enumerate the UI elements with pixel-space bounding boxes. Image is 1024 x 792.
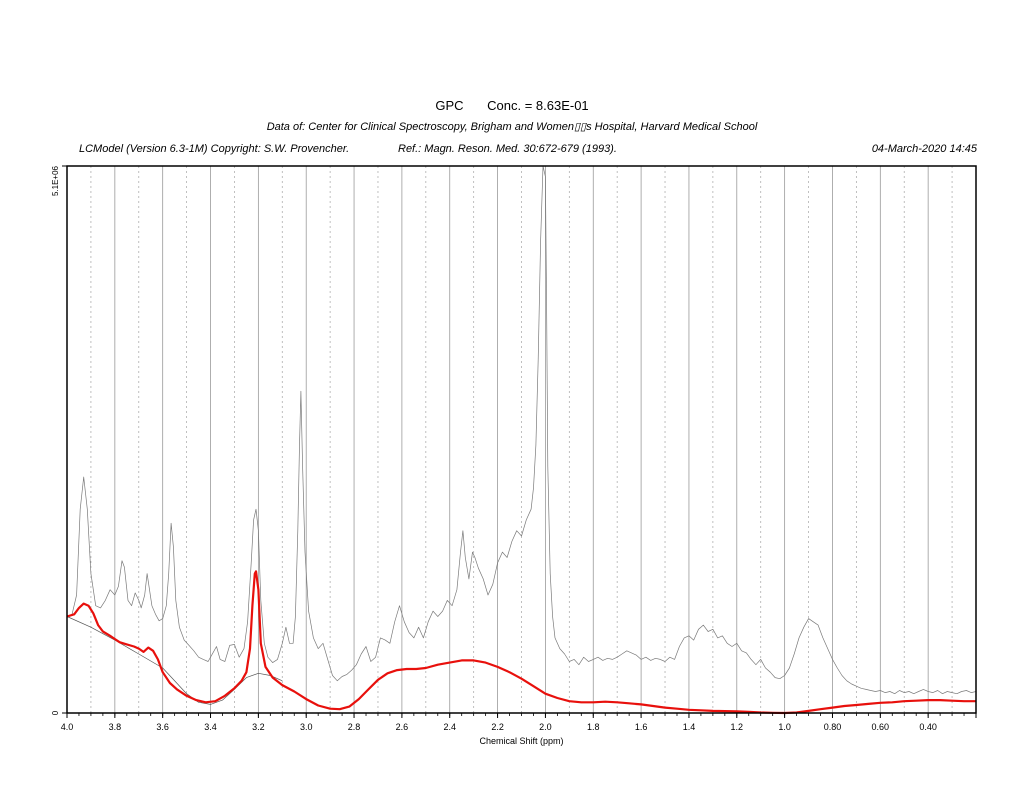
x-tick-label: 2.2	[491, 722, 504, 732]
x-tick-label: 1.6	[635, 722, 648, 732]
x-tick-label: 3.4	[204, 722, 217, 732]
y-tick-label: 0	[51, 710, 60, 715]
x-tick-label: 3.6	[156, 722, 169, 732]
x-tick-label: 2.4	[443, 722, 456, 732]
x-axis-label: Chemical Shift (ppm)	[479, 736, 563, 746]
data-spectrum-line	[66, 165, 977, 695]
x-tick-label: 1.8	[587, 722, 600, 732]
data-credit: Data of: Center for Clinical Spectroscop…	[266, 121, 758, 133]
axes: 4.0 3.8 3.6 3.4 3.2 3.0 2.8 2.6 2.4 2.2 2.0 1.8 1.6 1…	[51, 165, 977, 732]
x-tick-label: 0.80	[824, 722, 842, 732]
x-tick-label: 2.6	[396, 722, 409, 732]
x-tick-label: 3.0	[300, 722, 313, 732]
plot-frame	[66, 165, 977, 714]
concentration-label: Conc. = 8.63E-01	[487, 98, 589, 113]
date-label: 04-March-2020 14:45	[871, 143, 977, 155]
x-tick-label: 3.2	[252, 722, 265, 732]
x-tick-label: 1.4	[683, 722, 696, 732]
baseline-line	[66, 616, 283, 705]
x-tick-label: 0.40	[919, 722, 937, 732]
x-tick-label: 3.8	[109, 722, 122, 732]
x-tick-label: 4.0	[61, 722, 74, 732]
grid	[90, 166, 953, 713]
x-tick-label: 1.2	[731, 722, 744, 732]
metabolite-title: GPC	[435, 98, 464, 113]
x-tick-label: 0.60	[872, 722, 890, 732]
y-tick-label: 5.1E+06	[51, 165, 60, 196]
x-tick-label: 1.0	[778, 722, 791, 732]
title-row: GPC Conc. = 8.63E-01	[0, 98, 1024, 113]
version-label: LCModel (Version 6.3-1M) Copyright: S.W.…	[79, 143, 350, 155]
x-tick-label: 2.0	[539, 722, 552, 732]
series-layer	[66, 165, 977, 715]
reference-label: Ref.: Magn. Reson. Med. 30:672-679 (1993…	[398, 143, 617, 155]
x-tick-label: 2.8	[348, 722, 361, 732]
